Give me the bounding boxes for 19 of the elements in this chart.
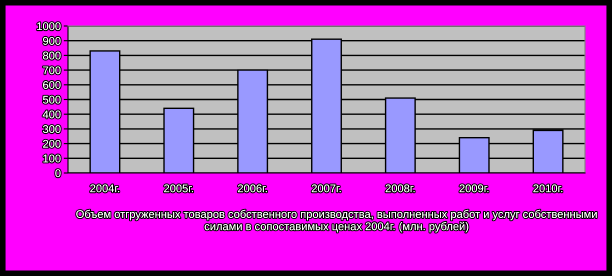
x-tick-label: 2009г. <box>460 184 488 192</box>
y-tick-label: 800 <box>43 52 61 60</box>
y-tick-label: 700 <box>43 66 61 74</box>
x-tick-label: 2010г. <box>533 184 562 192</box>
x-axis-title: Объем отгруженных товаров собственного производства, выполненных работ и услуг собственными силами в сопоставимых ценах 2004г. (млн. рублей) <box>76 210 597 232</box>
y-tick-label: 0 <box>55 169 61 178</box>
x-tick-label: 2004г. <box>90 184 120 192</box>
x-tick-label: 2008г. <box>386 184 415 192</box>
x-tick-label: 2005г. <box>164 184 194 192</box>
y-tick-label: 100 <box>43 154 61 162</box>
y-tick-label: 400 <box>42 110 61 118</box>
y-tick-label: 300 <box>42 125 61 134</box>
y-tick-label: 1000 <box>37 22 61 30</box>
y-tick-label: 600 <box>43 81 61 89</box>
x-tick-label: 2006г. <box>238 184 267 192</box>
x-tick-label: 2007г. <box>312 184 341 192</box>
y-tick-label: 900 <box>43 36 61 45</box>
y-tick-label: 200 <box>43 140 61 148</box>
y-tick-label: 500 <box>42 96 61 104</box>
